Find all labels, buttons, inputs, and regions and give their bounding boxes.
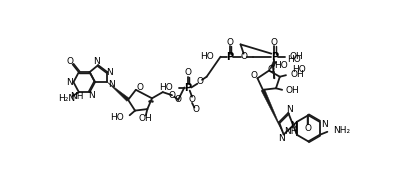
Text: O: O — [175, 95, 182, 104]
Polygon shape — [261, 89, 284, 134]
Text: O: O — [271, 38, 278, 47]
Text: N: N — [286, 105, 293, 114]
Text: OH: OH — [285, 86, 299, 95]
Text: O: O — [136, 83, 143, 92]
Text: NH₂: NH₂ — [334, 126, 350, 135]
Text: O: O — [250, 71, 257, 80]
Text: P: P — [184, 83, 192, 93]
Text: N: N — [108, 80, 115, 89]
Text: OH: OH — [139, 114, 153, 123]
Text: OH: OH — [291, 70, 304, 79]
Text: N: N — [66, 78, 73, 87]
Text: O: O — [168, 91, 176, 100]
Text: HO: HO — [292, 64, 306, 74]
Text: N: N — [278, 134, 285, 143]
Text: O: O — [192, 105, 199, 114]
Text: OH: OH — [290, 52, 304, 61]
Text: N: N — [88, 91, 95, 101]
Text: P: P — [226, 52, 233, 62]
Text: HO: HO — [274, 61, 288, 70]
Text: HO: HO — [111, 113, 124, 122]
Text: N: N — [106, 68, 113, 77]
Text: O: O — [240, 52, 247, 61]
Text: N: N — [93, 57, 100, 66]
Text: N: N — [321, 120, 328, 129]
Text: O: O — [188, 95, 196, 104]
Text: NH: NH — [284, 127, 298, 135]
Text: HO: HO — [200, 52, 215, 61]
Text: P: P — [271, 52, 278, 62]
Text: NH: NH — [71, 92, 84, 101]
Text: H₂N: H₂N — [58, 94, 75, 103]
Text: O: O — [66, 57, 73, 66]
Text: N: N — [290, 121, 297, 130]
Polygon shape — [107, 82, 130, 101]
Text: O: O — [268, 64, 275, 74]
Text: HO: HO — [159, 83, 173, 92]
Polygon shape — [269, 60, 277, 71]
Text: O: O — [196, 77, 203, 86]
Text: O: O — [226, 38, 233, 47]
Text: O: O — [185, 68, 192, 77]
Text: HO: HO — [287, 55, 300, 64]
Text: O: O — [305, 124, 312, 133]
